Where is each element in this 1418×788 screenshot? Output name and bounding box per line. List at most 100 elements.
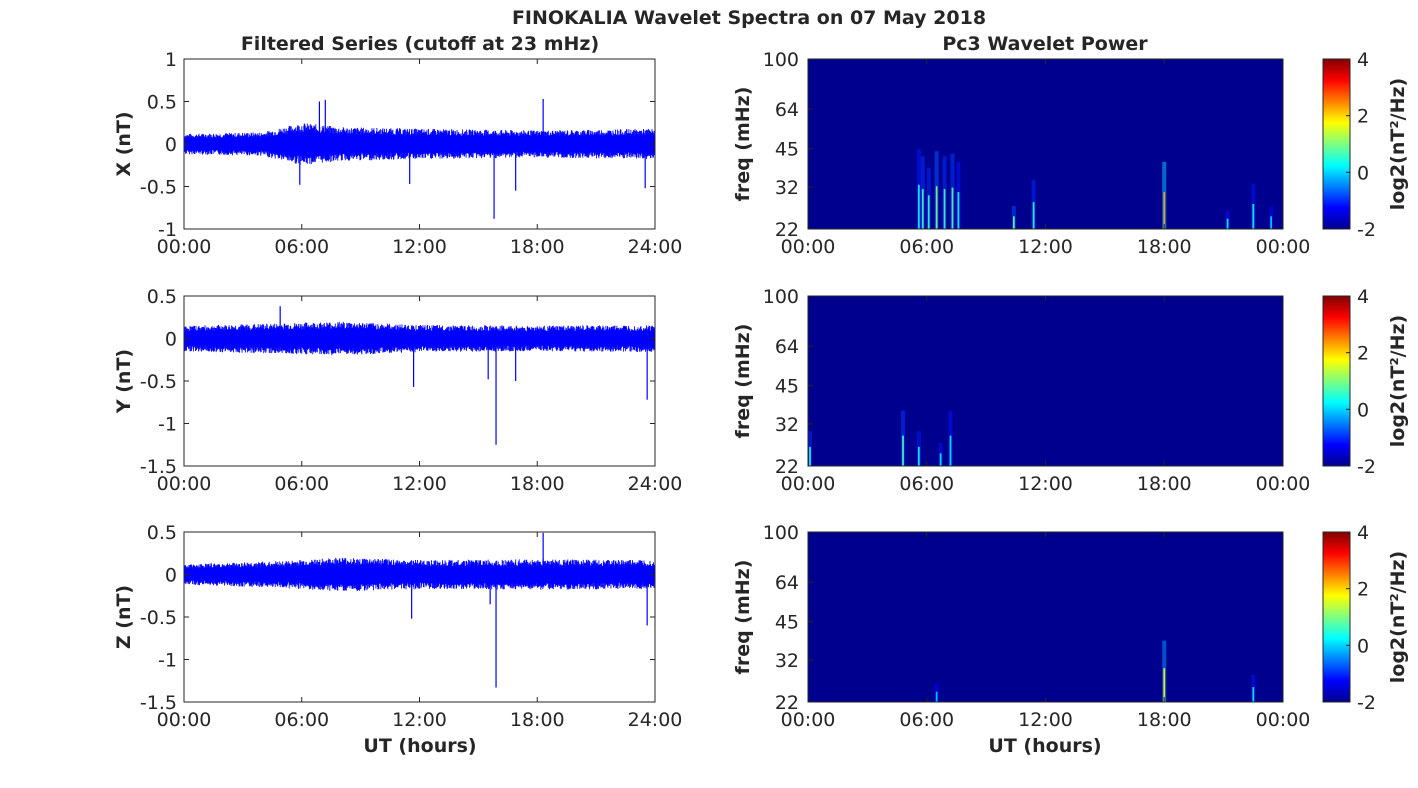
x-tick-label: 06:00 — [899, 473, 954, 495]
y-axis-label: Y (nT) — [113, 349, 135, 414]
left-column-title: Filtered Series (cutoff at 23 mHz) — [241, 33, 599, 55]
spectrogram-panel-y: 100 64 45 32 22 4 2 0 -2 log2(nT²/Hz) 00:00 06:00 12… — [732, 286, 1409, 495]
power-streak-core — [921, 189, 924, 229]
power-streak-core — [1226, 218, 1229, 229]
y-tick-label: -0.5 — [140, 607, 177, 629]
x-tick-label: 24:00 — [628, 473, 683, 495]
y-tick-label: 100 — [763, 49, 799, 71]
right-column-title: Pc3 Wavelet Power — [942, 33, 1148, 55]
colorbar-tick-label: 0 — [1357, 399, 1369, 421]
x-tick-label: 00:00 — [1256, 709, 1311, 731]
spectrogram-panel-x: 100 64 45 32 22 4 2 0 -2 log2(nT²/Hz) 00:00 06:00 12… — [732, 49, 1409, 258]
x-tick-label: 24:00 — [628, 709, 683, 731]
power-streak-core — [1163, 668, 1166, 702]
power-streak-core — [1012, 216, 1015, 229]
x-tick-label: 00:00 — [781, 709, 836, 731]
y-tick-label: 22 — [775, 692, 799, 714]
colorbar-gradient — [1322, 531, 1351, 703]
power-streak-core — [951, 187, 954, 229]
colorbar-tick-label: 2 — [1357, 343, 1369, 365]
x-tick-label: 18:00 — [510, 473, 565, 495]
y-tick-label: 32 — [775, 414, 799, 436]
colorbar-tick-label: 0 — [1357, 635, 1369, 657]
power-streak-core — [1270, 216, 1273, 229]
figure-title: FINOKALIA Wavelet Spectra on 07 May 2018 — [512, 7, 986, 29]
y-tick-label: 64 — [775, 99, 799, 121]
x-tick-label: 06:00 — [899, 236, 954, 258]
spectrogram-panel-z: 100 64 45 32 22 4 2 0 -2 log2(nT²/Hz) 00:00 06:00 12… — [732, 522, 1409, 731]
x-tick-label: 00:00 — [1256, 473, 1311, 495]
x-tick-label: 12:00 — [392, 709, 447, 731]
y-tick-label: 0 — [165, 329, 177, 351]
power-streak-core — [943, 189, 946, 229]
colorbar-gradient — [1322, 58, 1351, 230]
series-panel-z: 0.5 0 -0.5 -1 -1.500:00 06:00 12:00 18:00 24:00 Z… — [113, 522, 682, 731]
power-streak-core — [809, 446, 811, 466]
power-streak-core — [902, 435, 904, 466]
y-tick-label: 100 — [763, 522, 799, 544]
y-tick-label: 0 — [165, 134, 177, 156]
y-tick-label: 100 — [763, 286, 799, 308]
colorbar-tick-label: -2 — [1357, 219, 1376, 241]
y-tick-label: -1.5 — [140, 456, 177, 478]
y-tick-label: 64 — [775, 336, 799, 358]
x-tick-label: 06:00 — [274, 709, 329, 731]
y-tick-label: -0.5 — [140, 177, 177, 199]
y-tick-label: 1 — [165, 49, 177, 71]
power-streak-core — [1252, 687, 1255, 702]
colorbar-tick-label: -2 — [1357, 456, 1376, 478]
x-tick-label: 12:00 — [1018, 473, 1073, 495]
power-streak-core — [957, 192, 960, 229]
left-xlabel: UT (hours) — [363, 735, 476, 757]
y-axis-label: Z (nT) — [113, 585, 135, 649]
y-tick-label: 0.5 — [147, 522, 177, 544]
x-tick-label: 00:00 — [157, 709, 212, 731]
spectrogram-image — [808, 59, 1283, 229]
series-panel-x: 1 0.5 0 -0.5 -100:00 06:00 12:00 18:00 24:00 X (n… — [113, 49, 682, 258]
y-axis-label: X (nT) — [113, 111, 135, 176]
colorbar-tick-label: 4 — [1357, 286, 1369, 308]
y-axis-label: freq (mHz) — [732, 324, 754, 439]
colorbar-tick-label: 4 — [1357, 49, 1369, 71]
x-tick-label: 06:00 — [274, 236, 329, 258]
x-tick-label: 00:00 — [157, 473, 212, 495]
x-tick-label: 12:00 — [392, 473, 447, 495]
y-tick-label: 0.5 — [147, 92, 177, 114]
colorbar: 4 2 0 -2 log2(nT²/Hz) — [1322, 522, 1409, 714]
colorbar-tick-label: 4 — [1357, 522, 1369, 544]
x-tick-label: 18:00 — [510, 709, 565, 731]
y-tick-label: 45 — [775, 139, 799, 161]
y-tick-label: -1 — [158, 219, 177, 241]
colorbar-tick-label: 2 — [1357, 106, 1369, 128]
spectrogram-image — [808, 532, 1283, 702]
x-tick-label: 12:00 — [392, 236, 447, 258]
y-tick-label: -1 — [158, 650, 177, 672]
y-axis-label: freq (mHz) — [732, 87, 754, 202]
x-tick-label: 18:00 — [1137, 473, 1192, 495]
power-streak-core — [935, 691, 938, 702]
power-streak-core — [1163, 192, 1166, 229]
colorbar: 4 2 0 -2 log2(nT²/Hz) — [1322, 49, 1409, 241]
y-tick-label: 22 — [775, 219, 799, 241]
y-axis-label: freq (mHz) — [732, 560, 754, 675]
colorbar-tick-label: 0 — [1357, 162, 1369, 184]
colorbar-label: log2(nT²/Hz) — [1387, 315, 1409, 447]
power-streak-core — [1032, 202, 1035, 229]
colorbar-label: log2(nT²/Hz) — [1387, 551, 1409, 683]
plot-area — [184, 296, 655, 466]
power-streak-core — [917, 184, 920, 229]
plot-area — [184, 532, 655, 702]
power-streak-core — [1252, 203, 1255, 229]
colorbar-tick-label: -2 — [1357, 692, 1376, 714]
y-tick-label: 45 — [775, 612, 799, 634]
x-tick-label: 00:00 — [1256, 236, 1311, 258]
right-xlabel: UT (hours) — [988, 735, 1101, 757]
y-tick-label: -1 — [158, 414, 177, 436]
power-streak-core — [939, 453, 942, 466]
colorbar-tick-label: 2 — [1357, 579, 1369, 601]
y-tick-label: 0 — [165, 565, 177, 587]
y-tick-label: 64 — [775, 572, 799, 594]
x-tick-label: 00:00 — [781, 473, 836, 495]
x-tick-label: 06:00 — [274, 473, 329, 495]
x-tick-label: 12:00 — [1018, 709, 1073, 731]
